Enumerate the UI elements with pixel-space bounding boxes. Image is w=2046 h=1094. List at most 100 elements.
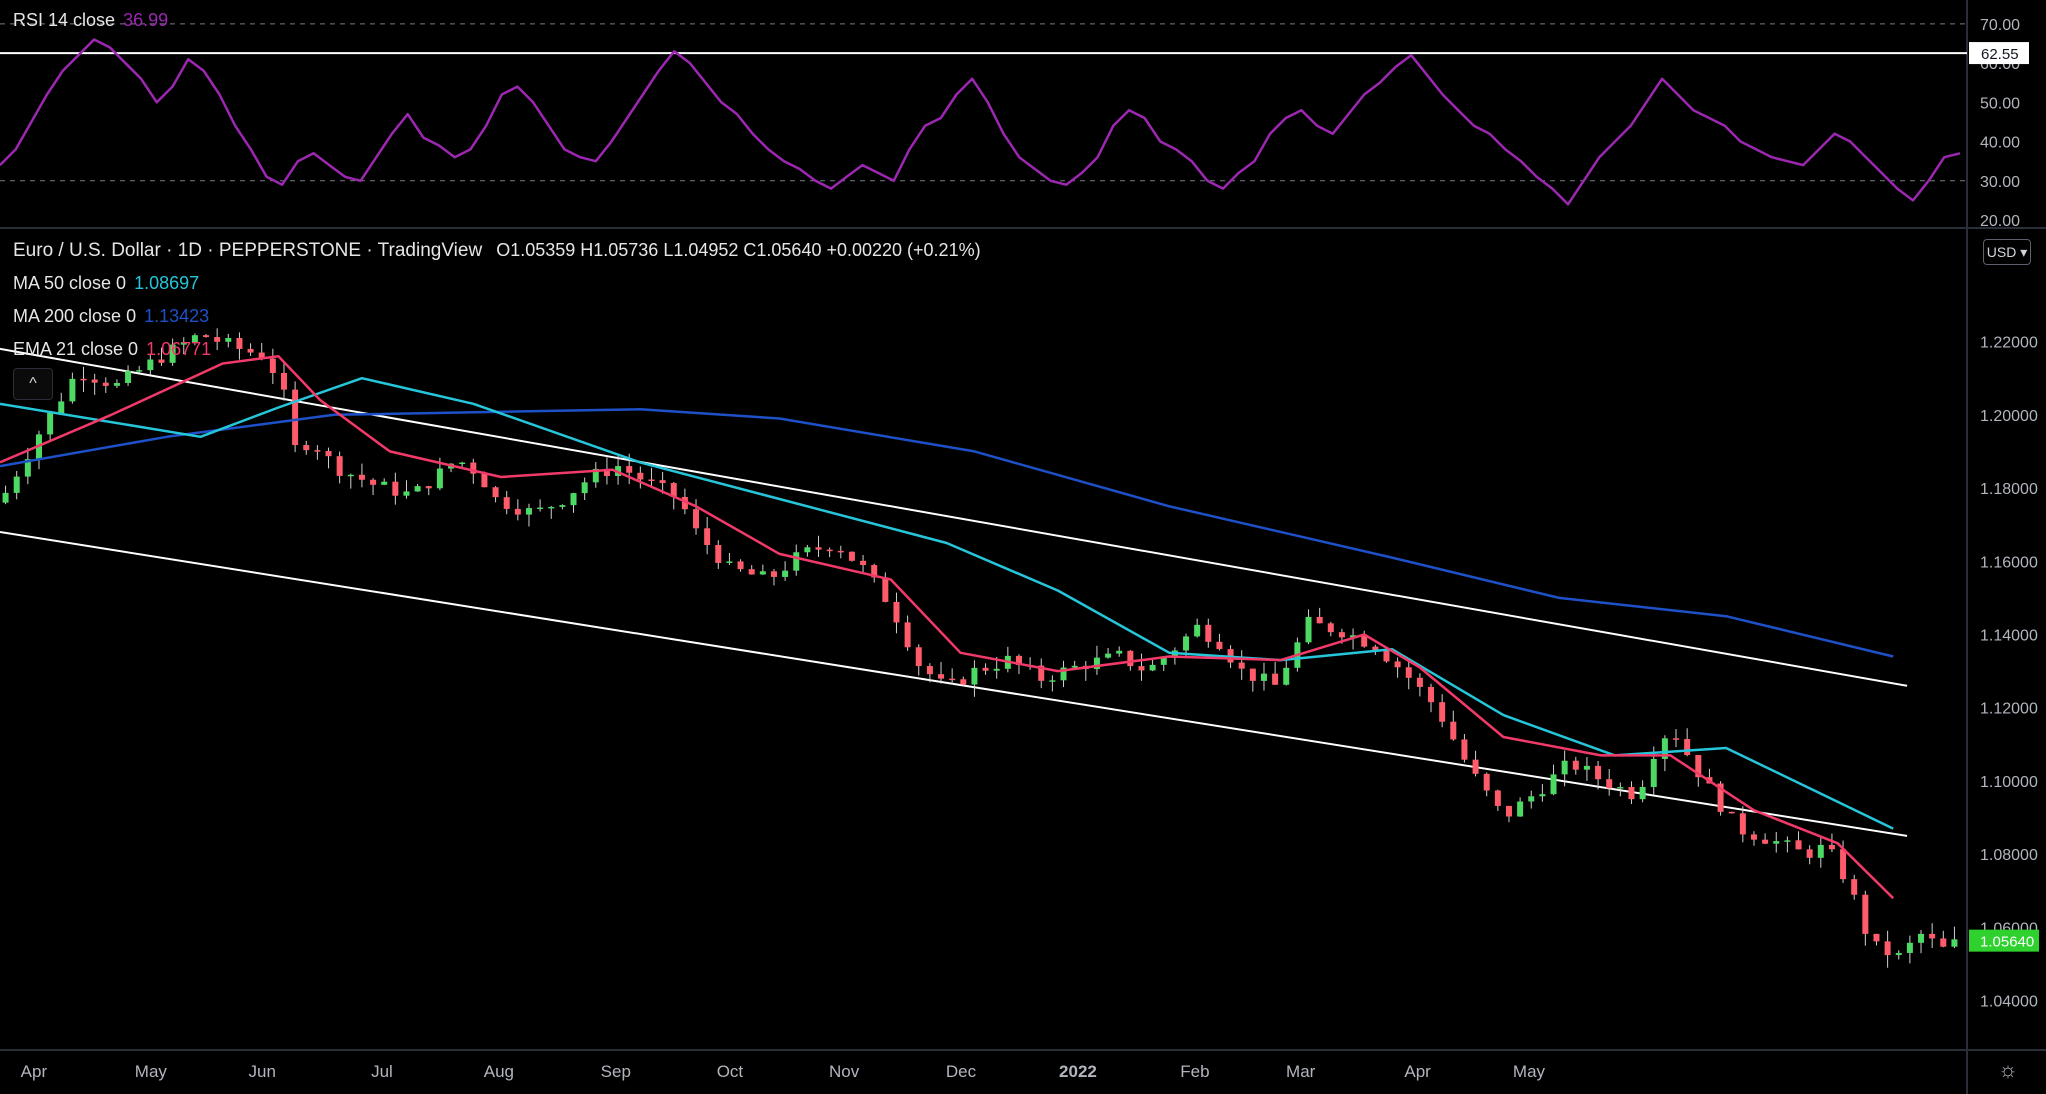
candle-body — [91, 379, 98, 383]
candle-body — [1127, 650, 1134, 667]
candle-body — [1149, 664, 1156, 671]
candle-body — [414, 486, 421, 492]
ma50-legend-label: MA 50 close 0 — [13, 273, 127, 293]
ema21-legend[interactable]: EMA 21 close 0 1.06771 — [13, 339, 211, 360]
candle-body — [693, 509, 700, 529]
candle-body — [904, 622, 911, 648]
candle-body — [481, 473, 488, 488]
candle-body — [848, 551, 855, 561]
candle-body — [1617, 786, 1624, 789]
candle-body — [1216, 641, 1223, 650]
rsi-series-line — [0, 38, 1961, 206]
candle-body — [893, 601, 900, 623]
candle-body — [525, 508, 532, 515]
candle-body — [726, 561, 733, 563]
time-axis-tick-label: Apr — [21, 1062, 48, 1081]
candle-body — [570, 493, 577, 506]
candle-body — [860, 560, 867, 566]
candle-body — [1773, 841, 1780, 844]
candle-body — [69, 378, 76, 402]
ma200-legend-label: MA 200 close 0 — [13, 306, 137, 326]
candle-body — [1305, 616, 1312, 643]
candle-body — [303, 445, 310, 451]
candle-body — [425, 486, 432, 489]
candle-body — [1561, 760, 1568, 775]
candle-body — [1851, 879, 1858, 895]
candle-body — [503, 497, 510, 509]
candle-body — [1517, 801, 1524, 817]
ma50-line — [0, 376, 1894, 830]
last-price-marker-label: 1.05640 — [1980, 934, 2034, 951]
candle-body — [1606, 779, 1613, 789]
time-axis-tick-label: Dec — [946, 1062, 977, 1081]
candle-body — [113, 382, 120, 386]
rsi-legend-value: 36.99 — [123, 10, 169, 30]
price-axis-tick-label: 1.12000 — [1980, 701, 2038, 718]
time-axis-tick-label: Mar — [1286, 1062, 1316, 1081]
price-axis-tick-label: 1.22000 — [1980, 335, 2038, 352]
currency-selector[interactable]: USD ▾ — [1983, 239, 2031, 265]
candle-body — [1940, 938, 1947, 947]
rsi-axis-tick-label: 50.00 — [1980, 95, 2020, 112]
chevron-up-icon: ^ — [29, 375, 37, 392]
candle-body — [1728, 811, 1735, 814]
candle-body — [1918, 933, 1925, 943]
candle-body — [1350, 635, 1357, 638]
candle-body — [815, 547, 822, 550]
price-axis-tick-label: 1.16000 — [1980, 554, 2038, 571]
collapse-legend-button[interactable]: ^ — [13, 368, 53, 400]
price-axis-tick-label: 1.20000 — [1980, 408, 2038, 425]
candle-body — [58, 401, 65, 414]
candle-body — [770, 571, 777, 577]
candle-body — [24, 459, 31, 477]
candle-body — [236, 338, 243, 349]
candle-body — [1260, 673, 1267, 681]
candle-body — [1038, 665, 1045, 681]
candle-body — [1428, 686, 1435, 703]
candle-body — [225, 338, 232, 342]
last-price-marker-bg — [1969, 929, 2039, 952]
candle-body — [603, 468, 610, 477]
candle-body — [882, 577, 889, 602]
candle-body — [147, 359, 154, 371]
candle-body — [537, 507, 544, 510]
candle-body — [1717, 783, 1724, 812]
candle-body — [1439, 702, 1446, 722]
price-axis-tick-label: 1.08000 — [1980, 847, 2038, 864]
candle-body — [1795, 840, 1802, 850]
candle-body — [1628, 786, 1635, 800]
ma200-legend[interactable]: MA 200 close 0 1.13423 — [13, 306, 209, 327]
candle-body — [1806, 849, 1813, 858]
candle-body — [214, 337, 221, 342]
candle-body — [1739, 813, 1746, 835]
symbol-legend: Euro / U.S. Dollar · 1D · PEPPERSTONE · … — [13, 240, 981, 262]
candle-body — [1650, 758, 1657, 787]
candle-body — [971, 667, 978, 685]
candle-body — [1750, 834, 1757, 840]
candle-body — [1862, 894, 1869, 934]
candle-body — [1929, 933, 1936, 939]
candle-body — [837, 550, 844, 553]
ma50-legend[interactable]: MA 50 close 0 1.08697 — [13, 273, 199, 294]
candle-body — [269, 358, 276, 373]
candle-body — [926, 666, 933, 675]
time-axis-tick-label: Oct — [717, 1062, 744, 1081]
time-axis-tick-label: 2022 — [1059, 1062, 1097, 1081]
candle-body — [1183, 636, 1190, 651]
candle-body — [1160, 657, 1167, 665]
candle-body — [191, 335, 198, 343]
candle-body — [559, 505, 566, 507]
lower-trend-line — [0, 530, 1908, 837]
candle-body — [102, 382, 109, 386]
settings-button[interactable]: ☼ — [1995, 1057, 2021, 1083]
rsi-axis-tick-label: 40.00 — [1980, 135, 2020, 152]
time-axis-tick-label: Nov — [829, 1062, 860, 1081]
time-axis-tick-label: May — [135, 1062, 168, 1081]
candle-body — [470, 462, 477, 474]
candle-body — [325, 451, 332, 457]
candle-body — [392, 481, 399, 496]
candle-body — [1595, 765, 1602, 780]
symbol-title[interactable]: Euro / U.S. Dollar · 1D · PEPPERSTONE · … — [13, 240, 483, 261]
rsi-axis-tick-label: 30.00 — [1980, 174, 2020, 191]
